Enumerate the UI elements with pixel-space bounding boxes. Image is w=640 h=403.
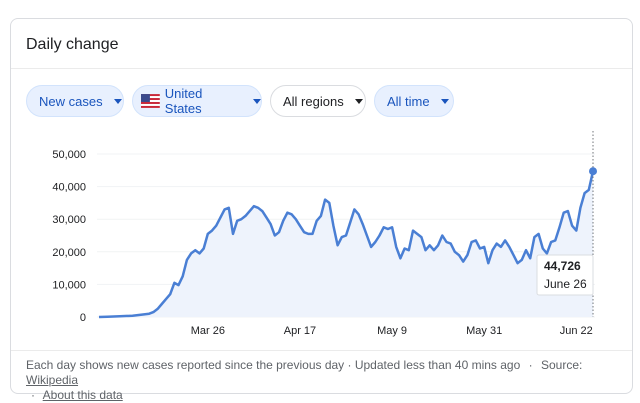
chevron-down-icon <box>253 98 261 104</box>
header-divider <box>11 68 632 69</box>
y-tick-label: 0 <box>80 312 86 324</box>
footer-separator: · <box>31 388 35 402</box>
y-tick-label: 50,000 <box>52 149 86 161</box>
x-tick-label: Mar 26 <box>191 325 225 337</box>
metric-dropdown[interactable]: New cases <box>26 85 124 117</box>
footer-note: Each day shows new cases reported since … <box>26 358 521 372</box>
about-data-link[interactable]: About this data <box>42 388 123 402</box>
x-tick-label: Apr 17 <box>284 325 316 337</box>
card-title: Daily change <box>26 36 119 53</box>
country-dropdown[interactable]: United States <box>132 85 262 117</box>
metric-dropdown-label: New cases <box>39 93 103 109</box>
cases-line <box>98 170 595 319</box>
period-dropdown-label: All time <box>387 93 430 109</box>
y-axis-tick-labels: 50,000 40,000 30,000 20,000 10,000 0 <box>52 149 86 324</box>
footer-divider <box>11 350 632 351</box>
highlighted-point <box>589 167 597 176</box>
x-tick-label: Jun 22 <box>560 325 593 337</box>
x-axis-tick-labels: Mar 26 Apr 17 May 9 May 31 Jun 22 <box>191 325 593 337</box>
chevron-down-icon <box>354 98 363 104</box>
y-tick-label: 20,000 <box>52 247 86 259</box>
x-tick-label: May 9 <box>377 325 407 337</box>
tooltip-value: 44,726 <box>544 259 581 273</box>
us-flag-icon <box>141 94 160 108</box>
y-tick-label: 10,000 <box>52 279 86 291</box>
y-tick-label: 30,000 <box>52 214 86 226</box>
period-dropdown[interactable]: All time <box>374 85 454 117</box>
source-link[interactable]: Wikipedia <box>26 373 79 387</box>
value-tooltip: 44,726 June 26 <box>536 254 594 296</box>
chart-footer: Each day shows new cases reported since … <box>26 358 626 403</box>
daily-change-card: Daily change New cases United States All… <box>10 18 634 402</box>
footer-separator: · <box>528 358 533 372</box>
country-dropdown-label: United States <box>164 86 203 116</box>
daily-cases-chart[interactable]: 50,000 40,000 30,000 20,000 10,000 0 Mar 26 Ap… <box>11 19 634 349</box>
regions-dropdown-label: All regions <box>283 93 344 109</box>
x-tick-label: May 31 <box>466 325 502 337</box>
cases-area-fill <box>99 171 593 317</box>
chevron-down-icon <box>440 98 449 104</box>
regions-dropdown[interactable]: All regions <box>270 85 366 117</box>
tooltip-date: June 26 <box>544 277 587 291</box>
y-tick-label: 40,000 <box>52 182 86 194</box>
chevron-down-icon <box>113 98 122 104</box>
source-label: Source: <box>540 358 583 372</box>
